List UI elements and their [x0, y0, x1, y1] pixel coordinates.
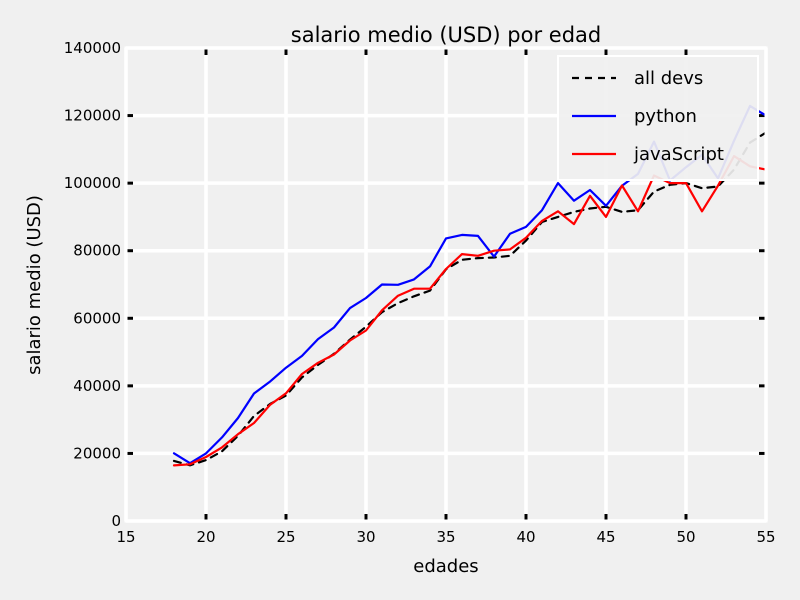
legend-label: javaScript: [633, 144, 724, 165]
legend-label: python: [634, 106, 697, 127]
y-tick-label: 140000: [64, 39, 121, 57]
y-tick-label: 0: [111, 512, 121, 530]
series-line-javascript: [172, 155, 768, 467]
x-tick-label: 30: [356, 528, 375, 546]
y-tick-label: 100000: [64, 174, 121, 192]
x-tick-label: 25: [276, 528, 295, 546]
x-tick-label: 55: [756, 528, 775, 546]
y-tick-label: 60000: [73, 309, 121, 327]
x-tick-labels: 15 20 25 30 35 40 45 50 55: [116, 528, 775, 546]
plot-frame: [124, 46, 768, 523]
y-tick-label: 120000: [64, 107, 121, 125]
y-tick-label: 40000: [73, 377, 121, 395]
legend: all devs python javaScript: [557, 55, 759, 181]
y-tick-labels: 0 20000 40000 60000 80000 100000 120000 140000: [64, 39, 121, 530]
x-tick-label: 20: [196, 528, 215, 546]
legend-box: [557, 55, 759, 181]
x-tick-label: 40: [516, 528, 535, 546]
y-axis-label: salario medio (USD): [24, 195, 45, 375]
x-tick-label: 45: [596, 528, 615, 546]
x-axis-label: edades: [413, 556, 478, 577]
chart-title: salario medio (USD) por edad: [291, 23, 601, 47]
ticks: [126, 48, 766, 521]
x-tick-label: 35: [436, 528, 455, 546]
y-tick-label: 20000: [73, 444, 121, 462]
legend-label: all devs: [634, 68, 703, 89]
y-tick-label: 80000: [73, 242, 121, 260]
x-tick-label: 15: [116, 528, 135, 546]
x-tick-label: 50: [676, 528, 695, 546]
